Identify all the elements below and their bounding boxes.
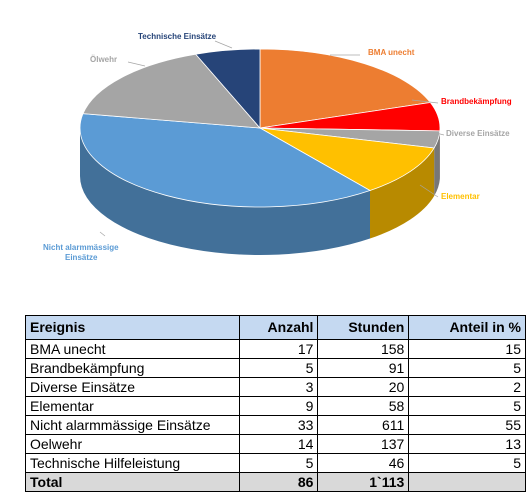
- cell-stunden: 137: [317, 434, 410, 454]
- cell-anteil: 5: [408, 396, 526, 416]
- leader-line: [411, 99, 439, 104]
- cell-anteil: 5: [408, 358, 526, 378]
- cell-anteil: 2: [408, 377, 526, 397]
- cell-stunden: 20: [317, 377, 410, 397]
- leader-line: [214, 40, 233, 49]
- table-row: Nicht alarmmässige Einsätze 33 611 55: [25, 415, 526, 435]
- pie-slice-label: BMA unecht: [368, 48, 415, 57]
- cell-stunden: 46: [317, 453, 410, 473]
- total-anteil: [408, 472, 526, 492]
- cell-anzahl: 14: [238, 434, 319, 454]
- cell-anzahl: 9: [238, 396, 319, 416]
- cell-ereignis: Technische Hilfeleistung: [25, 453, 240, 473]
- header-ereignis: Ereignis: [25, 315, 240, 340]
- pie-slice: [82, 53, 261, 129]
- cell-ereignis: Brandbekämpfung: [25, 358, 240, 378]
- leader-line: [127, 61, 146, 67]
- pie-slice-label: Ölwehr: [90, 55, 117, 64]
- leader-line: [435, 132, 445, 136]
- pie-slice-label: Technische Einsätze: [138, 32, 217, 41]
- pie-slice-side: [370, 147, 435, 239]
- table-row: Brandbekämpfung 5 91 5: [25, 358, 526, 378]
- cell-anteil: 5: [408, 453, 526, 473]
- cell-ereignis: Nicht alarmmässige Einsätze: [25, 415, 240, 435]
- table-total-row: Total 86 1`113: [25, 472, 526, 492]
- pie-slice-label: Elementar: [441, 192, 480, 201]
- cell-ereignis: Elementar: [25, 396, 240, 416]
- pie-slice: [194, 48, 261, 130]
- pie-slice-label: Brandbekämpfung: [441, 97, 512, 106]
- table-row: Technische Hilfeleistung 5 46 5: [25, 453, 526, 473]
- header-anzahl: Anzahl: [238, 315, 319, 340]
- events-table: Ereignis Anzahl Stunden Anteil in % BMA …: [25, 315, 526, 492]
- pie-slice-label: Diverse Einsätze: [446, 129, 510, 138]
- cell-stunden: 158: [317, 339, 410, 359]
- total-stunden: 1`113: [317, 472, 410, 492]
- pie-slice-side: [80, 128, 371, 256]
- cell-anteil: 15: [408, 339, 526, 359]
- pie-chart-svg: BMA unecht Brandbekämpfung Diverse Einsätz…: [43, 32, 512, 262]
- cell-anteil: 55: [408, 415, 526, 435]
- total-anzahl: 86: [238, 472, 319, 492]
- table-header-row: Ereignis Anzahl Stunden Anteil in %: [25, 315, 526, 340]
- cell-stunden: 58: [317, 396, 410, 416]
- table-row: Diverse Einsätze 3 20 2: [25, 377, 526, 397]
- pie-slice: [79, 113, 371, 208]
- cell-anzahl: 3: [238, 377, 319, 397]
- cell-ereignis: BMA unecht: [25, 339, 240, 359]
- leader-line: [419, 184, 439, 198]
- table-row: Elementar 9 58 5: [25, 396, 526, 416]
- cell-anzahl: 5: [238, 358, 319, 378]
- cell-anzahl: 5: [238, 453, 319, 473]
- cell-ereignis: Diverse Einsätze: [25, 377, 240, 397]
- table-row: Oelwehr 14 137 13: [25, 434, 526, 454]
- pie-slice: [259, 48, 432, 129]
- cell-stunden: 91: [317, 358, 410, 378]
- header-anteil: Anteil in %: [408, 315, 526, 340]
- leader-line: [99, 231, 106, 237]
- table-row: BMA unecht 17 158 15: [25, 339, 526, 359]
- cell-anzahl: 33: [238, 415, 319, 435]
- pie-slice-side: [434, 130, 440, 196]
- total-label: Total: [25, 472, 240, 492]
- cell-anteil: 13: [408, 434, 526, 454]
- header-stunden: Stunden: [317, 315, 410, 340]
- cell-anzahl: 17: [238, 339, 319, 359]
- cell-stunden: 611: [317, 415, 410, 435]
- pie-slice: [259, 127, 435, 191]
- pie-chart: BMA unecht Brandbekämpfung Diverse Einsätz…: [43, 32, 512, 262]
- cell-ereignis: Oelwehr: [25, 434, 240, 454]
- pie-slice-label: Nicht alarmmässige Einsätze: [43, 243, 119, 262]
